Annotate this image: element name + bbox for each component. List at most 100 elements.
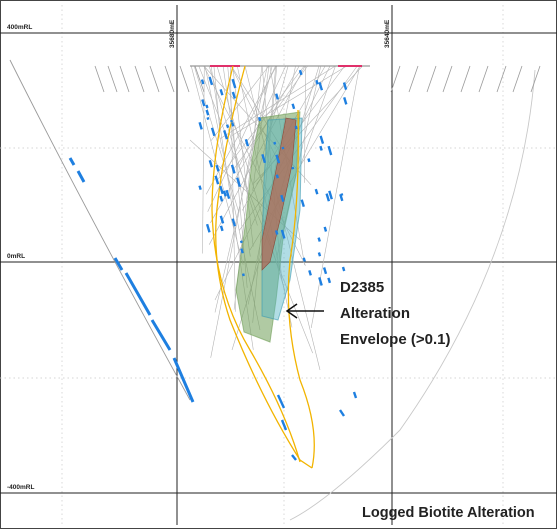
alteration-interval: [219, 225, 224, 232]
drillhole-trace: [210, 65, 270, 142]
drillhole-trace: [300, 65, 336, 164]
alteration-interval: [341, 266, 346, 272]
collar-tick: [530, 65, 541, 93]
alteration-interval: [328, 190, 333, 200]
alteration-interval: [240, 248, 244, 254]
alteration-interval: [315, 79, 319, 85]
drillhole-trace: [231, 65, 347, 136]
alteration-interval: [205, 223, 211, 233]
alteration-interval: [275, 174, 279, 179]
alteration-interval: [319, 135, 325, 144]
alteration-interval: [318, 81, 324, 91]
collar-tick: [390, 65, 401, 93]
alteration-interval: [275, 93, 279, 100]
alteration-interval: [317, 237, 321, 242]
collar-tick: [194, 65, 205, 93]
alteration-interval: [205, 109, 210, 116]
collar-tick: [164, 65, 175, 93]
alteration-interval: [208, 76, 214, 86]
alteration-interval: [325, 193, 331, 202]
alteration-interval: [257, 116, 262, 122]
collar-tick: [149, 65, 160, 93]
alteration-interval: [200, 79, 205, 85]
alteration-interval: [323, 226, 328, 232]
collar-tick: [134, 65, 145, 93]
alteration-interval: [210, 127, 216, 137]
drillhole-trace: [193, 65, 240, 213]
alteration-interval: [317, 252, 322, 257]
collar-ticks: [94, 65, 541, 93]
rl-label-400: 400mRL: [7, 24, 32, 31]
alteration-interval: [219, 185, 224, 195]
collar-tick: [94, 65, 105, 93]
easting-label-right: 35640mE: [384, 19, 391, 48]
alteration-interval: [241, 273, 245, 277]
rl-label-minus-400: -400mRL: [7, 484, 34, 491]
alteration-interval: [206, 117, 210, 120]
alteration-interval: [215, 164, 220, 172]
alteration-interval: [231, 91, 237, 99]
drillhole-trace: [304, 65, 306, 183]
alteration-interval: [222, 190, 227, 197]
alteration-interval: [300, 199, 305, 208]
annotation-hole-id: D2385: [340, 279, 384, 296]
alteration-interval: [198, 121, 203, 130]
alteration-interval: [239, 240, 243, 244]
alteration-interval: [314, 188, 319, 195]
alteration-interval: [230, 164, 236, 174]
alteration-interval: [219, 195, 224, 202]
alteration-interval: [280, 194, 285, 203]
alteration-interval: [318, 277, 323, 286]
collar-tick: [408, 65, 419, 93]
alteration-interval: [231, 122, 235, 127]
alteration-interval: [298, 69, 303, 76]
alteration-interval: [302, 257, 306, 262]
alteration-interval: [339, 193, 344, 202]
drillhole-west: [9, 59, 195, 403]
drillhole-trace: [220, 65, 336, 139]
alteration-interval: [275, 154, 281, 164]
alteration-interval: [261, 153, 267, 164]
alteration-interval: [274, 230, 279, 235]
alteration-interval: [327, 145, 333, 156]
logged-alteration-intervals: [198, 69, 348, 286]
alteration-interval: [205, 104, 209, 109]
alteration-interval: [219, 215, 225, 224]
alteration-interval: [273, 141, 277, 145]
alteration-interval: [327, 277, 332, 284]
drillhole-trace: [202, 65, 205, 254]
drillhole-trace: [205, 65, 277, 195]
collar-tick: [119, 65, 130, 93]
alteration-interval: [236, 177, 242, 188]
alteration-interval: [231, 218, 237, 227]
drillhole-trace: [214, 65, 273, 313]
alteration-interval: [340, 193, 344, 196]
alteration-interval: [198, 185, 202, 191]
drillhole-trace: [310, 65, 360, 328]
alteration-interval: [201, 99, 206, 107]
alteration-interval: [294, 125, 298, 130]
alteration-interval: [291, 166, 295, 170]
alteration-interval: [322, 267, 328, 275]
drillhole-east: [289, 69, 536, 521]
alteration-interval: [244, 138, 250, 147]
alteration-interval: [307, 158, 311, 163]
alteration-interval: [208, 159, 214, 168]
alteration-interval: [219, 89, 224, 96]
alteration-envelope-outlines: [211, 65, 315, 469]
alteration-interval: [281, 146, 285, 150]
alteration-interval: [291, 103, 296, 110]
rl-label-0: 0mRL: [7, 253, 25, 260]
annotation-envelope: Envelope (>0.1): [340, 331, 450, 348]
annotation-arrow: [285, 303, 324, 319]
alteration-interval: [214, 175, 220, 185]
collar-tick: [496, 65, 507, 93]
minor-grid: [0, 5, 557, 525]
collar-tick: [460, 65, 471, 93]
alteration-interval: [230, 119, 233, 123]
alteration-interval: [225, 124, 230, 129]
annotation-alteration: Alteration: [340, 305, 410, 322]
collar-tick: [179, 65, 190, 93]
alteration-interval: [223, 130, 229, 140]
alteration-interval: [342, 82, 348, 90]
